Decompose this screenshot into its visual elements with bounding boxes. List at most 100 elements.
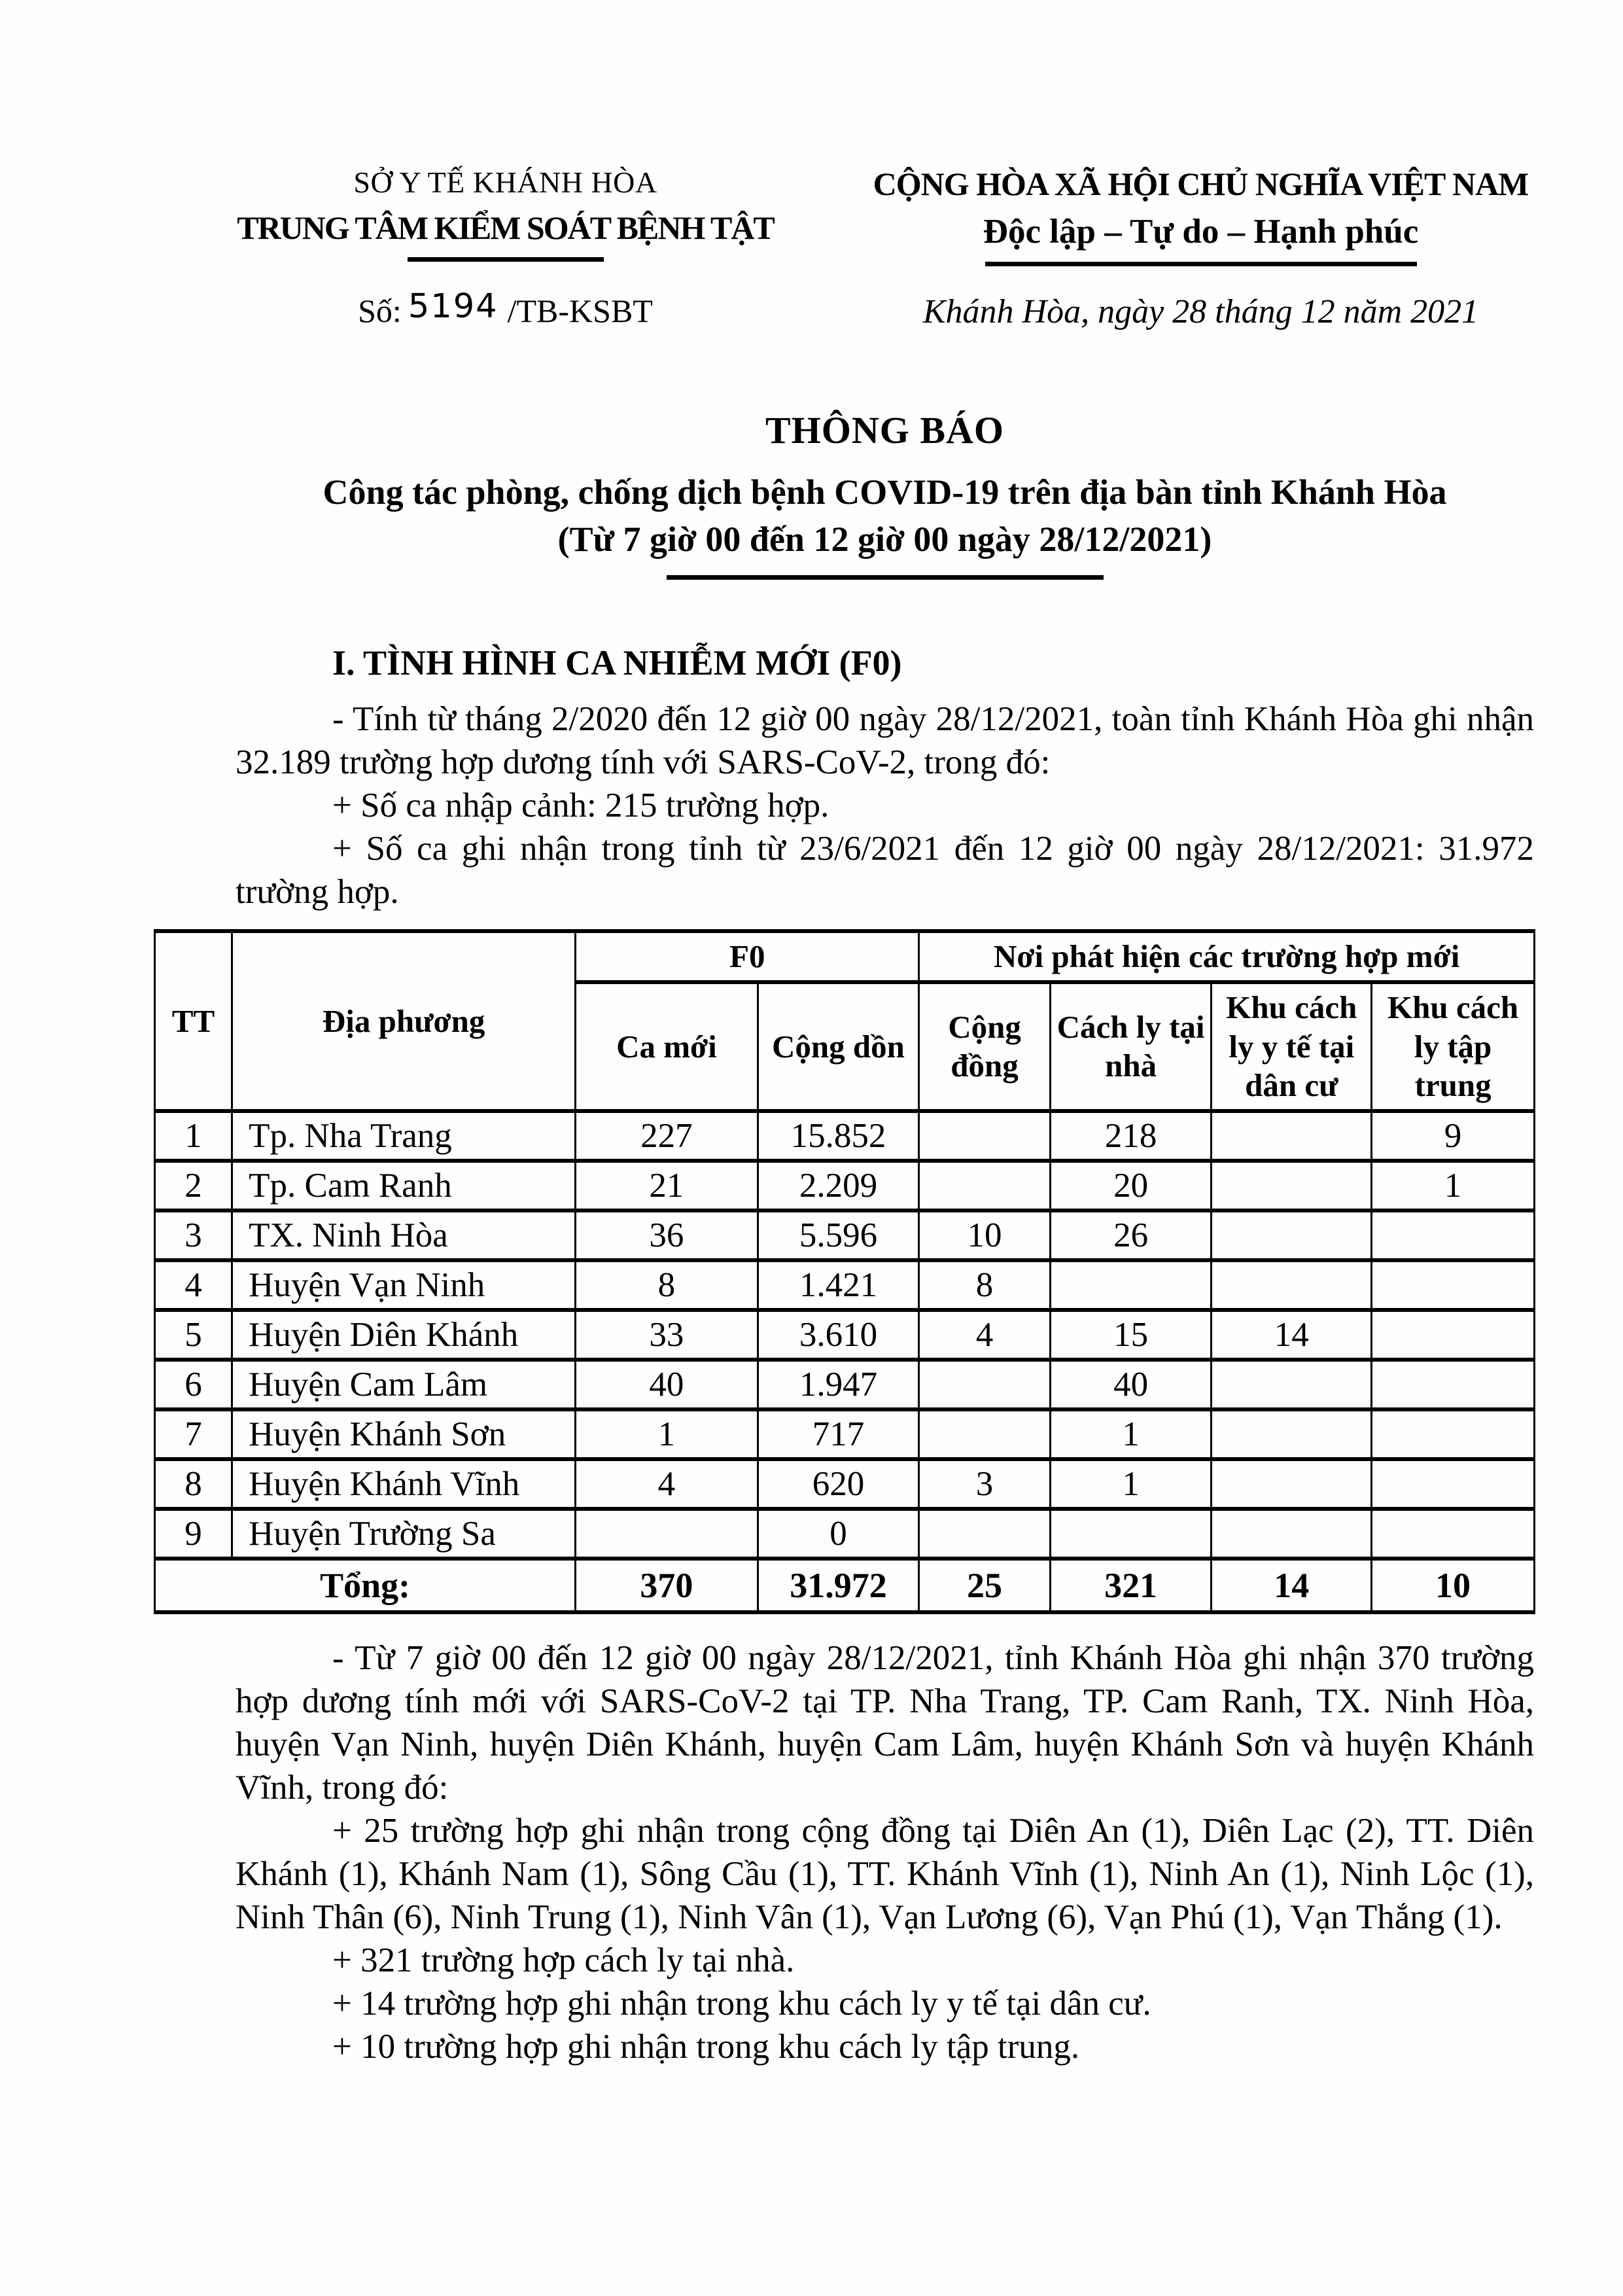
cell-tt: 1 xyxy=(153,1109,234,1163)
col-header-new-cases: Ca mới xyxy=(574,980,759,1114)
doc-number-line: Số: 5194/TB-KSBT xyxy=(154,287,857,330)
table-row: 3 TX. Ninh Hòa 36 5.596 10 26 xyxy=(153,1209,1535,1263)
cell-cumulative: 2.209 xyxy=(756,1159,920,1213)
cell-centralized xyxy=(1370,1457,1535,1511)
place-date: Khánh Hòa, ngày 28 tháng 12 năm 2021 xyxy=(922,293,1479,330)
cell-new_cases: 40 xyxy=(574,1358,759,1412)
cell-new_cases: 1 xyxy=(574,1407,759,1462)
cell-community xyxy=(918,1109,1051,1163)
para-imported-cases: + Số ca nhập cảnh: 215 trường hợp. xyxy=(332,786,829,824)
cell-locality: Tp. Cam Ranh xyxy=(231,1159,577,1213)
cell-medical: 14 xyxy=(1210,1308,1373,1362)
cell-home: 40 xyxy=(1049,1358,1213,1412)
total-medical: 14 xyxy=(1210,1557,1373,1615)
table-row: 1 Tp. Nha Trang 227 15.852 218 9 xyxy=(153,1109,1535,1163)
cell-cumulative: 15.852 xyxy=(756,1109,920,1163)
cell-cumulative: 717 xyxy=(756,1407,920,1462)
col-header-tt: TT xyxy=(153,928,234,1114)
para-medical-quarantine-count: + 14 trường hợp ghi nhận trong khu cách … xyxy=(332,1985,1151,2023)
cell-medical xyxy=(1210,1159,1373,1213)
doc-type-title: THÔNG BÁO xyxy=(765,409,1005,451)
doc-time-range: (Từ 7 giờ 00 đến 12 giờ 00 ngày 28/12/20… xyxy=(557,520,1212,559)
cell-tt: 4 xyxy=(153,1258,234,1313)
cell-new_cases xyxy=(574,1507,759,1561)
table-row: 6 Huyện Cam Lâm 40 1.947 40 xyxy=(153,1358,1535,1412)
cell-locality: Tp. Nha Trang xyxy=(231,1109,577,1163)
title-block: THÔNG BÁO Công tác phòng, chống dịch bện… xyxy=(236,408,1534,580)
doc-number-suffix: /TB-KSBT xyxy=(507,292,653,329)
national-header-block: CỘNG HÒA XÃ HỘI CHỦ NGHĨA VIỆT NAM Độc l… xyxy=(857,165,1544,331)
cell-home: 1 xyxy=(1049,1457,1213,1511)
title-underline xyxy=(666,575,1104,580)
cell-tt: 5 xyxy=(153,1308,234,1362)
para-domestic-cases: + Số ca ghi nhận trong tỉnh từ 23/6/2021… xyxy=(236,830,1534,911)
cell-community xyxy=(918,1358,1051,1412)
cell-medical xyxy=(1210,1407,1373,1462)
cell-centralized xyxy=(1370,1507,1535,1561)
cell-centralized xyxy=(1370,1209,1535,1263)
document-header: SỞ Y TẾ KHÁNH HÒA TRUNG TÂM KIỂM SOÁT BỆ… xyxy=(0,0,1623,331)
doc-subject: Công tác phòng, chống dịch bệnh COVID-19… xyxy=(323,472,1447,512)
cell-tt: 3 xyxy=(153,1209,234,1263)
cell-community: 10 xyxy=(918,1209,1051,1263)
cell-medical xyxy=(1210,1358,1373,1412)
cell-cumulative: 620 xyxy=(756,1457,920,1511)
cell-community: 3 xyxy=(918,1457,1051,1511)
table-row: 7 Huyện Khánh Sơn 1 717 1 xyxy=(153,1407,1535,1462)
para-new-cases-period: - Từ 7 giờ 00 đến 12 giờ 00 ngày 28/12/2… xyxy=(236,1639,1534,1807)
cell-centralized xyxy=(1370,1407,1535,1462)
cell-medical xyxy=(1210,1109,1373,1163)
cell-cumulative: 5.596 xyxy=(756,1209,920,1263)
cell-home: 15 xyxy=(1049,1308,1213,1362)
total-community: 25 xyxy=(918,1557,1051,1615)
cell-tt: 7 xyxy=(153,1407,234,1462)
section1-heading: I. TÌNH HÌNH CA NHIỄM MỚI (F0) xyxy=(332,643,902,682)
cell-home: 26 xyxy=(1049,1209,1213,1263)
col-header-community: Cộng đồng xyxy=(918,980,1051,1114)
cell-new_cases: 4 xyxy=(574,1457,759,1511)
para-centralized-quarantine-count: + 10 trường hợp ghi nhận trong khu cách … xyxy=(332,2028,1080,2066)
cell-centralized xyxy=(1370,1308,1535,1362)
cell-medical xyxy=(1210,1457,1373,1511)
cell-tt: 9 xyxy=(153,1507,234,1561)
cell-new_cases: 21 xyxy=(574,1159,759,1213)
org-name: TRUNG TÂM KIỂM SOÁT BỆNH TẬT xyxy=(237,209,775,246)
cell-locality: Huyện Trường Sa xyxy=(231,1507,577,1561)
para-community-detail: + 25 trường hợp ghi nhận trong cộng đồng… xyxy=(236,1812,1534,1937)
cell-community: 4 xyxy=(918,1308,1051,1362)
col-header-cumulative: Cộng dồn xyxy=(756,980,920,1114)
cell-tt: 6 xyxy=(153,1358,234,1412)
cell-medical xyxy=(1210,1209,1373,1263)
cell-home xyxy=(1049,1258,1213,1313)
table-body: 1 Tp. Nha Trang 227 15.852 218 9 2 Tp. Cam Ranh… xyxy=(153,1109,1535,1561)
para-cumulative-summary: - Tính từ tháng 2/2020 đến 12 giờ 00 ngà… xyxy=(236,700,1534,781)
doc-number: 5194 xyxy=(408,287,498,326)
cell-centralized xyxy=(1370,1258,1535,1313)
cell-locality: Huyện Diên Khánh xyxy=(231,1308,577,1362)
cell-medical xyxy=(1210,1507,1373,1561)
document-body: I. TÌNH HÌNH CA NHIỄM MỚI (F0) - Tính từ… xyxy=(153,643,1535,2068)
cell-cumulative: 1.947 xyxy=(756,1358,920,1412)
total-home: 321 xyxy=(1049,1557,1213,1615)
table-header: TT Địa phương F0 Nơi phát hiện các trườn… xyxy=(153,928,1535,1114)
cell-cumulative: 1.421 xyxy=(756,1258,920,1313)
col-header-centralized-quarantine: Khu cách ly tập trung xyxy=(1370,980,1535,1114)
cell-new_cases: 227 xyxy=(574,1109,759,1163)
covid-stats-table: TT Địa phương F0 Nơi phát hiện các trườn… xyxy=(153,928,1535,1615)
cell-locality: Huyện Khánh Sơn xyxy=(231,1407,577,1462)
national-motto: Độc lập – Tự do – Hạnh phúc xyxy=(983,213,1419,251)
cell-community xyxy=(918,1507,1051,1561)
cell-home xyxy=(1049,1507,1213,1561)
table-row: 4 Huyện Vạn Ninh 8 1.421 8 xyxy=(153,1258,1535,1313)
section2-block: - Từ 7 giờ 00 đến 12 giờ 00 ngày 28/12/2… xyxy=(236,1636,1534,2068)
cell-tt: 8 xyxy=(153,1457,234,1511)
cell-new_cases: 8 xyxy=(574,1258,759,1313)
cell-community: 8 xyxy=(918,1258,1051,1313)
total-cumulative: 31.972 xyxy=(756,1557,920,1615)
cell-home: 218 xyxy=(1049,1109,1213,1163)
col-header-locality: Địa phương xyxy=(231,928,577,1114)
cell-cumulative: 0 xyxy=(756,1507,920,1561)
issuing-org-block: SỞ Y TẾ KHÁNH HÒA TRUNG TÂM KIỂM SOÁT BỆ… xyxy=(154,165,857,331)
cell-new_cases: 36 xyxy=(574,1209,759,1263)
table-row: 2 Tp. Cam Ranh 21 2.209 20 1 xyxy=(153,1159,1535,1213)
